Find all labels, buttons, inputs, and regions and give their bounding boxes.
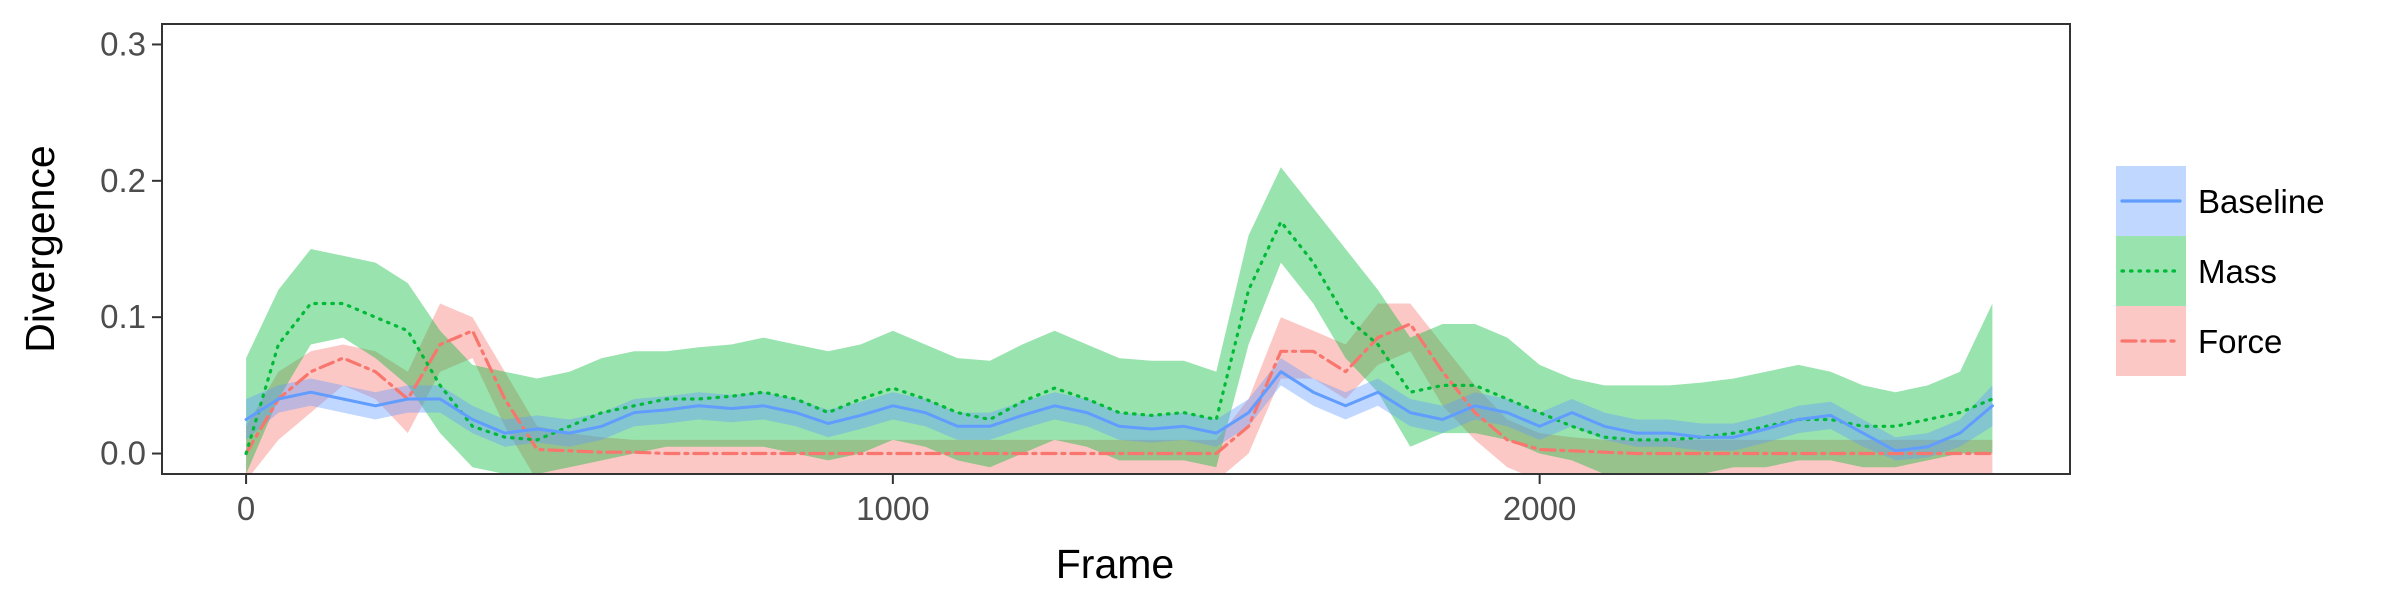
legend-label: Force [2198, 323, 2282, 360]
plot-background [162, 24, 2070, 474]
x-tick-label: 1000 [856, 490, 929, 527]
plot-border [161, 23, 2071, 475]
legend-label: Baseline [2198, 183, 2325, 220]
x-tick-label: 0 [237, 490, 255, 527]
y-tick-label: 0.0 [100, 435, 146, 472]
series-lines [244, 220, 1995, 456]
y-axis: 0.0 0.1 0.2 0.3 [100, 25, 162, 472]
y-tick-label: 0.1 [100, 298, 146, 335]
x-tick-label: 2000 [1503, 490, 1576, 527]
y-tick-label: 0.3 [100, 25, 146, 62]
legend-item-force: Force [2116, 306, 2282, 376]
confidence-bands [246, 167, 1993, 474]
band-mass [246, 167, 1993, 474]
legend: Baseline Mass Force [2116, 166, 2325, 376]
x-axis: 0 1000 2000 [237, 474, 1576, 527]
y-axis-title: Divergence [17, 145, 63, 352]
band-force [246, 303, 1993, 474]
legend-label: Mass [2198, 253, 2277, 290]
y-tick-label: 0.2 [100, 162, 146, 199]
legend-item-mass: Mass [2116, 236, 2277, 306]
line-force [244, 322, 1995, 456]
x-axis-title: Frame [1056, 541, 1174, 587]
line-baseline [244, 370, 1994, 453]
legend-item-baseline: Baseline [2116, 166, 2325, 236]
